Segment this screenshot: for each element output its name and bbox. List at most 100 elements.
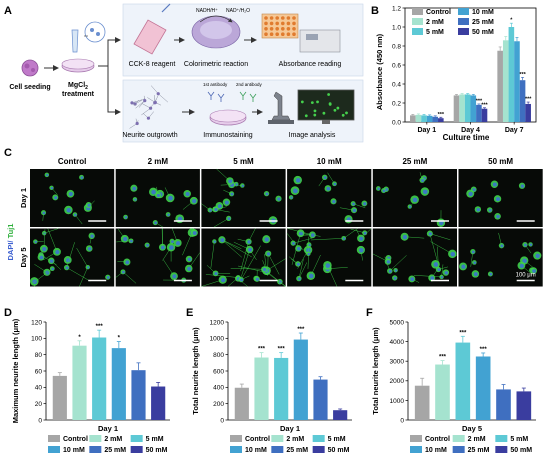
panel-a: A Cell seeding MgCl2 treatment (4, 4, 363, 142)
chart-d-legend-swatch (48, 446, 60, 453)
scale-bar-label: 100 μm (516, 273, 536, 279)
micrograph-tile (201, 229, 285, 287)
panel-label-a: A (4, 5, 12, 17)
chart-f-bar (435, 365, 450, 420)
chart-e-bar (294, 340, 308, 420)
chart-f-bar (415, 386, 430, 420)
micrograph-tile: 100 μm (459, 229, 543, 287)
chart-e-bar (254, 358, 268, 420)
chart-e-legend-label: 25 mM (286, 447, 308, 454)
chart-b-legend-swatch (458, 8, 469, 15)
chart-b-legend-label: 25 mM (472, 19, 494, 26)
chart-b-tick-label: 0.8 (392, 43, 401, 50)
micrograph-tile (116, 169, 200, 227)
chart-f-significance: *** (480, 347, 488, 353)
chart-f-tick-label: 3000 (390, 359, 405, 366)
chart-d-bar (72, 346, 86, 420)
micro-column-header: Control (58, 157, 86, 166)
chart-b-bar (416, 115, 422, 122)
chart-b-tick-label: 1.0 (392, 24, 401, 31)
chart-d-tick-label: 0 (38, 417, 42, 424)
chart-d-legend-swatch (48, 435, 60, 442)
chart-b-legend-label: 2 mM (426, 19, 444, 26)
chart-e-bar (235, 388, 249, 420)
micrograph-tile (459, 169, 543, 227)
chart-f-bar (456, 343, 471, 420)
chart-b-significance: *** (481, 102, 488, 108)
mgcl2-tube-icon (62, 22, 105, 72)
immunostaining-dish-icon (210, 110, 246, 125)
chart-d-tick-label: 120 (31, 319, 42, 326)
chart-d-tick-label: 20 (35, 401, 43, 408)
chart-b-bar (459, 94, 465, 122)
chart-b-tick-label: 1.2 (392, 5, 401, 12)
chart-f-significance: *** (459, 330, 467, 336)
chart-f-bar (496, 389, 511, 420)
chart-f-tick-label: 4000 (390, 339, 405, 346)
chart-e-significance: *** (297, 327, 305, 333)
chart-b-legend-label: Control (426, 9, 451, 16)
chart-d-legend-label: 5 mM (146, 436, 164, 443)
chart-b-bar (509, 27, 515, 122)
chart-e-legend-label: 5 mM (328, 436, 346, 443)
chart-e-bar (313, 380, 327, 420)
chart-d-tick-label: 100 (31, 336, 42, 343)
chart-b-legend-swatch (458, 18, 469, 25)
stain-label: DAPI/ Tuj1 (6, 224, 15, 261)
chart-d-bar (112, 348, 126, 420)
chart-b-category-label: Day 1 (417, 127, 436, 134)
chart-b-bar (427, 116, 433, 122)
chart-e-legend-swatch (313, 446, 325, 453)
mgcl2-treatment-label-2: treatment (62, 91, 95, 98)
micrograph-tile (373, 169, 457, 227)
micrograph-tile (30, 229, 114, 287)
chart-e-significance: *** (278, 347, 286, 353)
image-analysis-label: Image analysis (289, 132, 336, 139)
chart-d-bar (92, 338, 106, 420)
immunostaining-label: Immunostaining (203, 132, 253, 139)
chart-b-tick-label: 0.0 (392, 119, 401, 126)
chart-d-tick-label: 80 (35, 352, 43, 359)
cell-seeding-label: Cell seeding (9, 84, 50, 91)
chart-d-significance: * (78, 335, 81, 341)
chart-e-tick-label: 400 (213, 385, 224, 392)
nad-label: NAD⁺/H₂O (226, 8, 250, 14)
chart-f-ylabel: Total neurite length (μm) (371, 327, 380, 415)
monitor-icon (298, 90, 354, 124)
chart-f-legend-swatch (495, 446, 507, 453)
chart-f-legend-label: 2 mM (468, 436, 486, 443)
stain-label-text: DAPI/ Tuj1 (6, 224, 15, 261)
micro-column-header: 5 mM (233, 157, 254, 166)
chart-b-significance: *** (438, 112, 445, 118)
mgcl2-treatment-label: MgCl2 (68, 82, 88, 91)
chart-d-legend-label: Control (63, 436, 88, 443)
chart-e-legend-swatch (230, 435, 242, 442)
chart-f-legend-label: 25 mM (468, 447, 490, 454)
chart-e-legend-label: 2 mM (286, 436, 304, 443)
chart-b-significance: * (510, 18, 513, 24)
chart-b-legend-swatch (458, 28, 469, 35)
chart-f-legend-label: Control (425, 436, 450, 443)
chart-f-legend-swatch (453, 435, 465, 442)
chart-d-legend-label: 2 mM (104, 436, 122, 443)
micrograph-tile (287, 169, 371, 227)
chart-d-tick-label: 60 (35, 368, 43, 375)
chart-f-legend-swatch (410, 435, 422, 442)
chart-b-tick-label: 0.2 (392, 100, 401, 107)
chart-b-bar (438, 118, 444, 122)
chart-f-legend-label: 5 mM (510, 436, 528, 443)
first-antibody-label: 1st antibody (203, 82, 228, 87)
neurite-outgrowth-label: Neurite outgrowth (122, 132, 177, 139)
micro-row-label: Day 1 (19, 188, 28, 208)
cck8-label: CCK-8 reagent (129, 61, 176, 68)
chart-d-legend-label: 50 mM (146, 447, 168, 454)
chart-d-tick-label: 40 (35, 385, 43, 392)
micrograph-tile (373, 229, 457, 287)
chart-e-tick-label: 200 (213, 401, 224, 408)
